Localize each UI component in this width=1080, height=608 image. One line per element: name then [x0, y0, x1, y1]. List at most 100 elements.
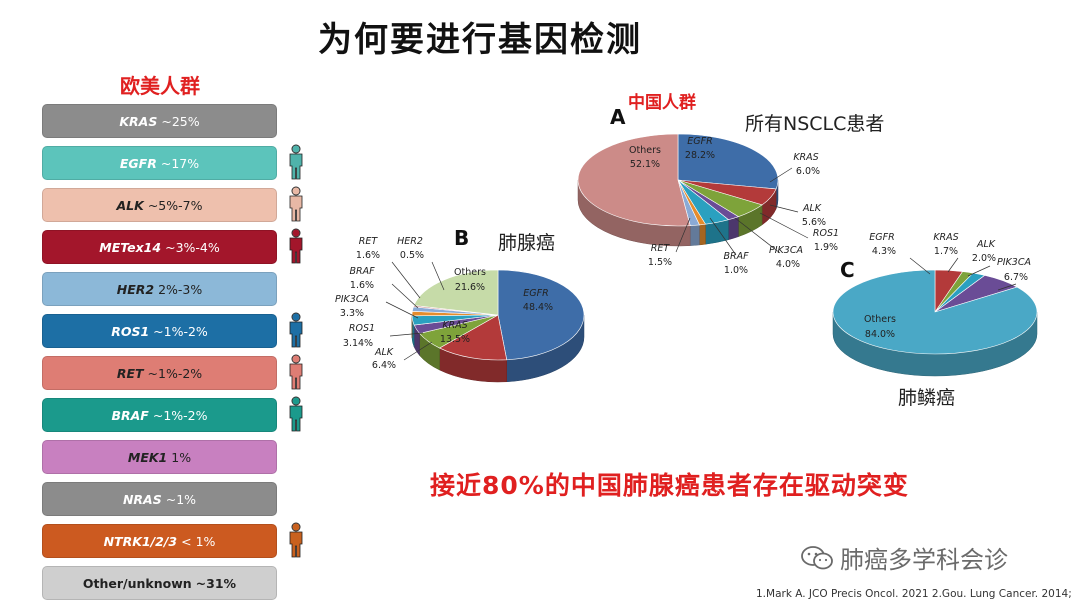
slice-category-label: EGFR [869, 232, 894, 243]
slice-value-label: 21.6% [455, 282, 485, 293]
person-icon [287, 354, 305, 392]
leader-line [769, 204, 799, 213]
leader-line [709, 217, 737, 256]
slice-value-label: 6.7% [1004, 272, 1028, 283]
person-icon [287, 396, 305, 434]
slice-value-label: 13.5% [440, 334, 470, 345]
leader-line [385, 301, 419, 319]
leader-line [675, 217, 691, 253]
pie-slice-side [689, 224, 700, 246]
panel-a-title: 所有NSCLC患者 [745, 113, 884, 135]
gene-frequency: ~17% [160, 155, 200, 171]
slice-category-label: ROS1 [349, 323, 375, 334]
mutation-bar: HER2 2%-3% [42, 272, 277, 306]
slice-category-label: KRAS [442, 320, 467, 331]
panel-b-letter: B [454, 226, 469, 250]
slide-title: 为何要进行基因检测 [318, 20, 642, 60]
person-icon [287, 522, 305, 560]
gene-frequency: ~1%-2% [147, 365, 203, 381]
slice-category-label: KRAS [793, 152, 818, 163]
slice-value-label: 1.7% [934, 246, 958, 257]
slice-value-label: 48.4% [523, 302, 553, 313]
mutation-bar: Other/unknown ~31% [42, 566, 277, 600]
slice-category-label: HER2 [397, 236, 423, 247]
pie-b: EGFR 48.4% KRAS 13.5% ALK 6.4% ROS1 3.14% PIK3CA… [335, 236, 585, 383]
gene-name: HER2 [116, 281, 155, 297]
slice-category-label: ROS1 [813, 228, 839, 239]
panel-b-title: 肺腺癌 [498, 232, 555, 254]
gene-name: NRAS [122, 491, 162, 507]
mutation-row: MEK1 1% [42, 440, 342, 474]
western-population-heading: 欧美人群 [120, 74, 200, 98]
slice-value-label: 4.0% [776, 259, 800, 270]
mutation-bar: BRAF ~1%-2% [42, 398, 277, 432]
gene-frequency: 1% [171, 449, 192, 465]
slice-category-label: KRAS [933, 232, 958, 243]
mutation-row: NRAS ~1% [42, 482, 342, 516]
slice-value-label: 28.2% [685, 150, 715, 161]
mutation-bar: EGFR ~17% [42, 146, 277, 180]
leader-line [759, 212, 809, 239]
slice-value-label: 1.0% [724, 265, 748, 276]
leader-line [391, 261, 421, 299]
slice-category-label: Others [629, 145, 661, 156]
watermark: 肺癌多学科会诊 [800, 540, 1008, 575]
leader-line [967, 265, 991, 277]
slice-category-label: PIK3CA [997, 257, 1031, 268]
slice-category-label: BRAF [349, 266, 375, 277]
panel-a-group-label: 中国人群 [628, 92, 696, 113]
pie-slice-others [413, 269, 499, 316]
slice-value-label: 52.1% [630, 159, 660, 170]
mutation-row: ALK ~5%-7% [42, 186, 342, 222]
mutation-row: RET ~1%-2% [42, 354, 342, 392]
slice-category-label: ALK [374, 347, 394, 358]
gene-frequency: ~1%-2% [153, 323, 208, 339]
mutation-bar: ALK ~5%-7% [42, 188, 277, 222]
slice-value-label: 6.4% [372, 360, 396, 371]
slice-category-label: ALK [976, 239, 996, 250]
leader-line [769, 167, 793, 183]
pie-slice-others [577, 133, 691, 227]
pie-c: EGFR 4.3% KRAS 1.7% ALK 2.0% PIK3CA 6.7% Others 8… [832, 232, 1038, 377]
leader-line [997, 283, 1017, 291]
slice-value-label: 1.5% [648, 257, 672, 268]
slice-value-label: 4.3% [872, 246, 896, 257]
slice-category-label: EGFR [523, 288, 548, 299]
slice-value-label: 84.0% [865, 329, 895, 340]
slice-value-label: 3.14% [343, 338, 373, 349]
mutation-row: KRAS ~25% [42, 104, 342, 138]
mutation-bar: METex14 ~3%-4% [42, 230, 277, 264]
gene-name: EGFR [119, 155, 157, 171]
mutation-bar: KRAS ~25% [42, 104, 277, 138]
gene-frequency: ~25% [161, 113, 200, 129]
gene-frequency: ~31% [195, 575, 237, 591]
gene-name: NTRK1/2/3 [103, 533, 178, 549]
slice-category-label: Others [454, 267, 486, 278]
leader-line [389, 332, 424, 337]
pie-a: EGFR 28.2% KRAS 6.0% ALK 5.6%ROS1 1.9% PIK3CA 4.… [577, 133, 839, 276]
person-icon [287, 144, 305, 182]
slice-value-label: 1.6% [350, 280, 374, 291]
slice-value-label: 2.0% [972, 253, 996, 264]
pie-slice-others [832, 269, 1038, 355]
leader-line [734, 217, 781, 254]
wechat-icon [801, 545, 833, 569]
gene-name: KRAS [119, 113, 158, 129]
slice-category-label: RET [651, 243, 671, 254]
gene-frequency: ~1%-2% [152, 407, 208, 423]
mutation-row: NTRK1/2/3 < 1% [42, 522, 342, 560]
leader-line [391, 283, 419, 309]
mutation-row: HER2 2%-3% [42, 272, 342, 306]
slice-category-label: EGFR [687, 136, 712, 147]
leader-line [431, 261, 445, 291]
slice-category-label: PIK3CA [769, 245, 803, 256]
pie-slice-side [728, 216, 739, 241]
gene-frequency: < 1% [181, 533, 216, 549]
slice-value-label: 5.6% [802, 217, 826, 228]
leader-line [403, 341, 433, 361]
gene-name: MEK1 [127, 449, 168, 465]
slice-category-label: Others [864, 314, 896, 325]
gene-name: Other/unknown [82, 575, 192, 591]
slice-category-label: PIK3CA [335, 294, 369, 305]
gene-name: METex14 [99, 239, 162, 255]
